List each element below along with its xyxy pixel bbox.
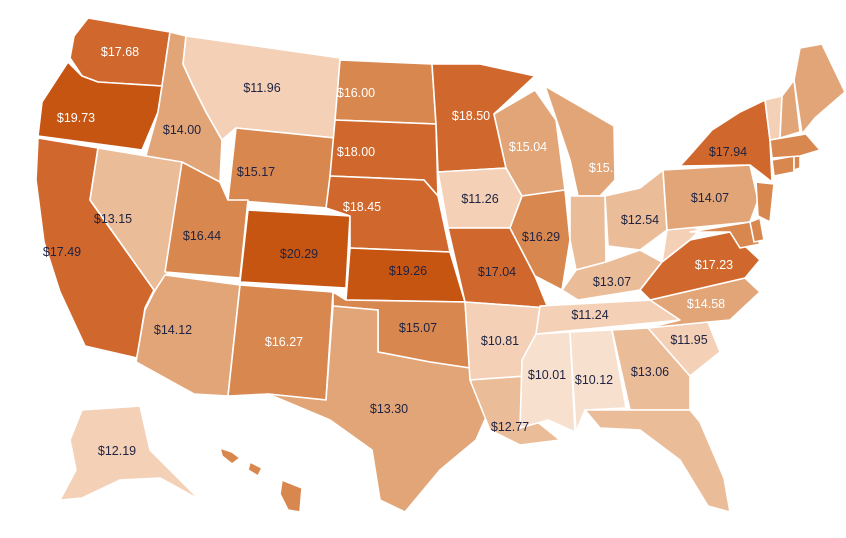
state-ri[interactable] xyxy=(793,155,801,171)
state-ct[interactable] xyxy=(771,155,795,177)
state-ut[interactable] xyxy=(164,161,249,279)
state-al[interactable] xyxy=(569,329,627,433)
state-ma[interactable] xyxy=(769,133,821,159)
state-in[interactable] xyxy=(569,195,607,271)
state-fl[interactable] xyxy=(584,409,731,513)
state-ky[interactable] xyxy=(561,249,663,301)
state-co[interactable] xyxy=(239,209,351,289)
state-mi[interactable] xyxy=(544,85,616,197)
state-wy[interactable] xyxy=(227,127,336,209)
state-mo[interactable] xyxy=(447,227,549,309)
state-nc[interactable] xyxy=(647,277,761,329)
state-ga[interactable] xyxy=(611,327,691,411)
state-ak[interactable] xyxy=(59,405,201,501)
state-nm[interactable] xyxy=(227,284,334,401)
state-oh[interactable] xyxy=(604,169,668,251)
state-nj[interactable] xyxy=(755,181,775,223)
state-ms[interactable] xyxy=(519,331,576,433)
state-nh[interactable] xyxy=(779,79,801,139)
state-ia[interactable] xyxy=(437,167,523,229)
state-wa[interactable] xyxy=(69,17,171,87)
state-md[interactable] xyxy=(689,221,761,249)
state-nd[interactable] xyxy=(334,59,437,125)
state-pa[interactable] xyxy=(662,164,759,231)
state-ks[interactable] xyxy=(345,247,466,303)
state-hi[interactable] xyxy=(219,447,303,513)
state-de[interactable] xyxy=(749,217,765,243)
state-me[interactable] xyxy=(793,43,846,135)
